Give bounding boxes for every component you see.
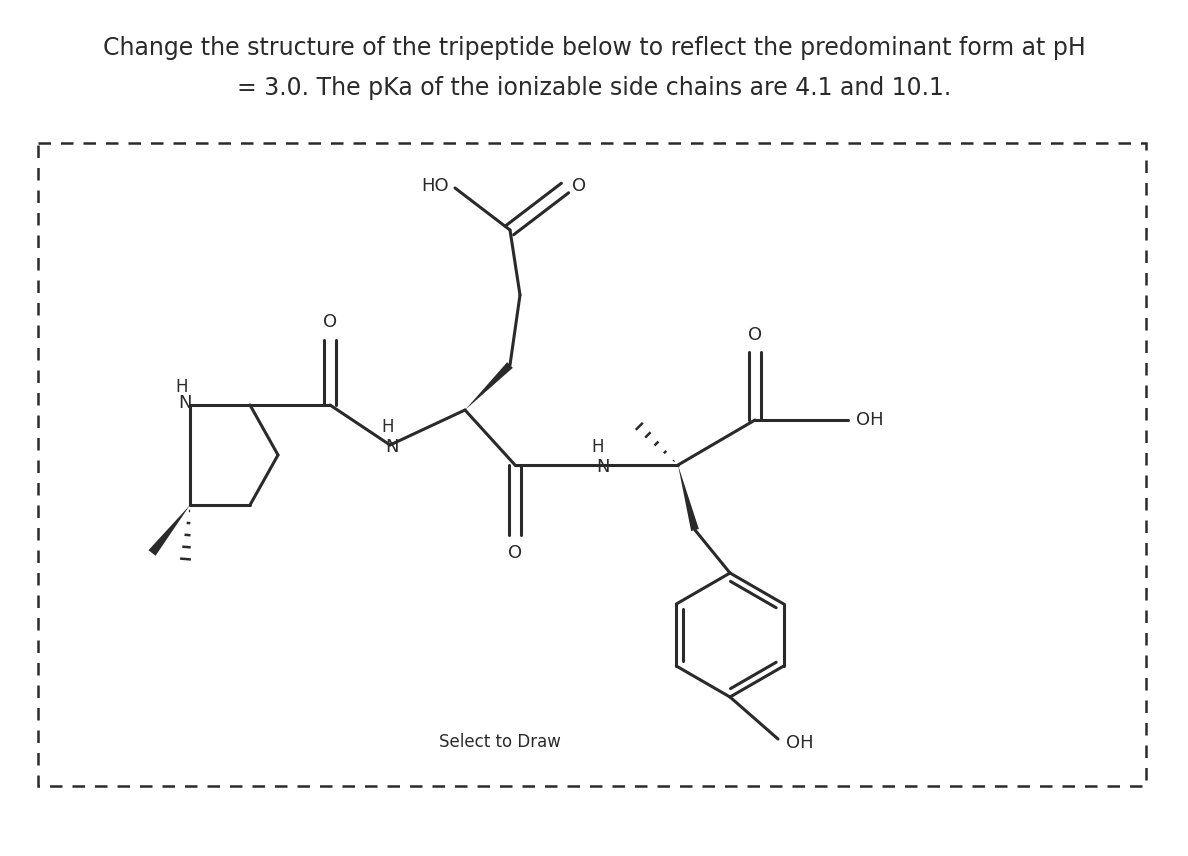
Polygon shape <box>465 362 513 410</box>
Text: N: N <box>596 458 609 476</box>
Text: Change the structure of the tripeptide below to reflect the predominant form at : Change the structure of the tripeptide b… <box>102 36 1086 60</box>
Text: O: O <box>508 544 522 562</box>
Text: HO: HO <box>422 177 449 195</box>
Text: H: H <box>381 418 394 436</box>
Text: H: H <box>176 378 188 396</box>
Text: OH: OH <box>857 411 884 429</box>
Polygon shape <box>148 505 190 556</box>
Text: N: N <box>178 394 191 412</box>
Text: OH: OH <box>786 734 814 752</box>
Text: Select to Draw: Select to Draw <box>440 733 561 751</box>
Text: N: N <box>385 438 399 456</box>
Polygon shape <box>678 465 699 531</box>
Text: = 3.0. The pKa of the ionizable side chains are 4.1 and 10.1.: = 3.0. The pKa of the ionizable side cha… <box>236 76 952 100</box>
Text: H: H <box>592 438 605 456</box>
Text: O: O <box>323 313 337 331</box>
Text: O: O <box>748 326 762 344</box>
Text: O: O <box>571 177 586 195</box>
